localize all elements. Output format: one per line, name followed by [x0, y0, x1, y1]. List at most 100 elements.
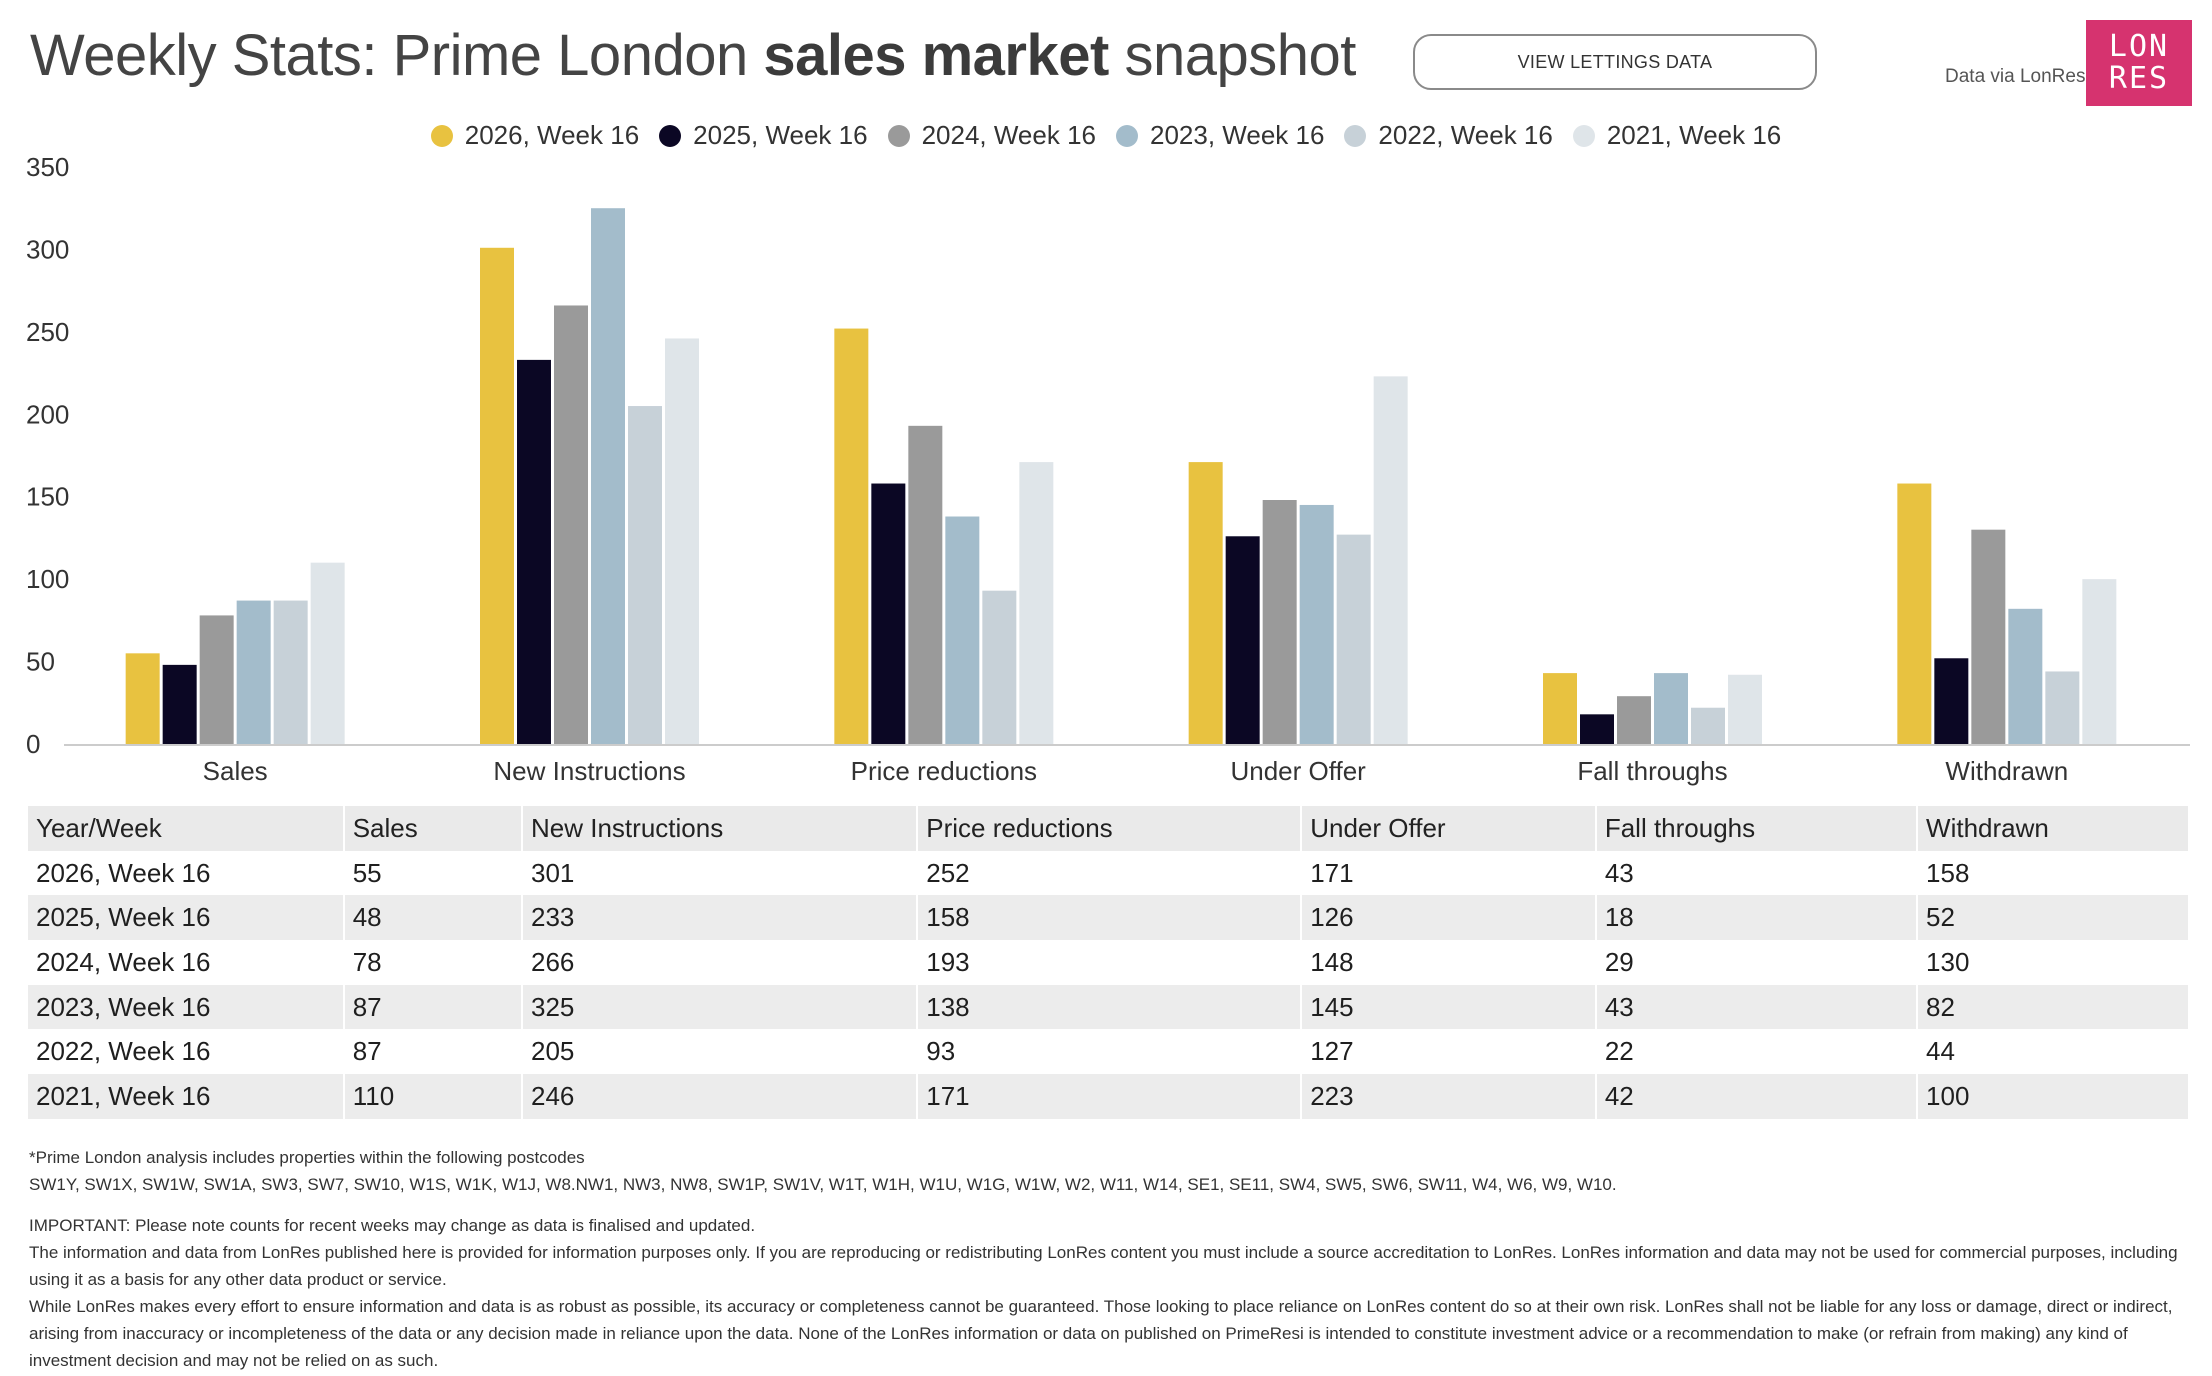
y-tick-label: 150: [26, 482, 69, 512]
page-title: Weekly Stats: Prime London sales market …: [30, 22, 1356, 89]
table-cell: 252: [918, 850, 1301, 896]
table-cell: 325: [523, 984, 917, 1030]
table-header-cell: New Instructions: [523, 806, 917, 851]
table-row: 2025, Week 16 48 233 158 126 18 52: [28, 895, 2188, 941]
bar[interactable]: [480, 247, 514, 744]
bar-chart: 0 50 100 150 200 250 300 350 Sales New Instructio…: [26, 152, 2190, 786]
bar[interactable]: [1617, 696, 1651, 744]
bar[interactable]: [162, 664, 197, 744]
table-cell: 100: [1918, 1074, 2188, 1119]
table-cell: 2021, Week 16: [28, 1074, 343, 1119]
bar[interactable]: [1188, 462, 1223, 744]
bar[interactable]: [871, 483, 906, 744]
legend-item[interactable]: 2026, Week 16: [430, 120, 640, 151]
bar[interactable]: [665, 338, 699, 744]
table-row: 2022, Week 16 87 205 93 127 22 44: [28, 1029, 2188, 1075]
legend-item[interactable]: 2024, Week 16: [887, 120, 1096, 151]
bar[interactable]: [834, 328, 869, 744]
table-header-cell: Price reductions: [918, 806, 1301, 851]
bar[interactable]: [1373, 376, 1408, 744]
table-row: 2023, Week 16 87 325 138 145 43 82: [28, 984, 2188, 1030]
table-row: 2026, Week 16 55 301 252 171 43 158: [28, 850, 2188, 896]
table-cell: 78: [344, 940, 522, 985]
bar[interactable]: [1971, 529, 2006, 744]
lonres-logo[interactable]: LON RES: [2086, 20, 2192, 106]
table-cell: 2022, Week 16: [28, 1029, 343, 1075]
stats-table: Year/Week Sales New Instructions Price redu…: [26, 806, 2190, 1119]
bar[interactable]: [2008, 608, 2043, 744]
bar[interactable]: [1580, 714, 1614, 744]
bar[interactable]: [1225, 536, 1260, 744]
table-cell: 87: [344, 1029, 522, 1075]
table-cell: 193: [918, 940, 1301, 985]
bar[interactable]: [554, 305, 588, 744]
bar[interactable]: [236, 600, 271, 744]
bar[interactable]: [1728, 674, 1762, 744]
table-cell: 110: [344, 1074, 522, 1119]
legend-item[interactable]: 2021, Week 16: [1572, 120, 1782, 151]
bar[interactable]: [1691, 707, 1725, 744]
table-cell: 127: [1302, 1029, 1595, 1075]
bar[interactable]: [1299, 504, 1334, 744]
y-tick-label: 100: [26, 564, 69, 594]
bar[interactable]: [1543, 673, 1577, 744]
bar[interactable]: [945, 516, 980, 744]
legend-label: 2024, Week 16: [921, 120, 1096, 150]
legend-label: 2021, Week 16: [1606, 120, 1782, 150]
table-cell: 44: [1918, 1029, 2188, 1075]
bar[interactable]: [517, 359, 551, 744]
logo-line-2: RES: [2108, 61, 2170, 96]
bar[interactable]: [125, 653, 160, 744]
table-header-cell: Withdrawn: [1918, 806, 2188, 851]
bar[interactable]: [1019, 462, 1054, 744]
legend-swatch: [887, 124, 910, 147]
bar[interactable]: [199, 615, 234, 744]
table-cell: 82: [1918, 984, 2188, 1030]
bar[interactable]: [908, 425, 943, 744]
table-cell: 22: [1596, 1029, 1917, 1075]
legend-item[interactable]: 2022, Week 16: [1344, 120, 1553, 151]
bar[interactable]: [1897, 483, 1932, 744]
legend-item[interactable]: 2023, Week 16: [1116, 120, 1324, 151]
table-cell: 223: [1302, 1074, 1595, 1119]
table-cell: 205: [523, 1029, 917, 1075]
x-tick-label: Sales: [203, 756, 268, 786]
legend-label: 2026, Week 16: [464, 120, 640, 150]
table-cell: 145: [1302, 984, 1595, 1030]
bar[interactable]: [1336, 534, 1371, 744]
bar[interactable]: [1934, 658, 1969, 744]
table-cell: 52: [1918, 895, 2188, 941]
title-suffix: snapshot: [1108, 23, 1356, 88]
table-cell: 2025, Week 16: [28, 895, 343, 941]
y-tick-label: 50: [26, 647, 55, 677]
table-cell: 138: [918, 984, 1301, 1030]
legend-swatch: [430, 124, 453, 147]
x-tick-label: Under Offer: [1230, 756, 1366, 786]
important-notice: IMPORTANT: Please note counts for recent…: [29, 1216, 756, 1235]
bar[interactable]: [2045, 671, 2080, 744]
bar[interactable]: [2082, 579, 2117, 744]
bar[interactable]: [982, 590, 1017, 744]
bar[interactable]: [310, 562, 345, 744]
disclaimer-notice: While LonRes makes every effort to ensur…: [29, 1297, 2173, 1370]
bar[interactable]: [628, 406, 662, 744]
information-notice: The information and data from LonRes pub…: [29, 1243, 2178, 1289]
legend-label: 2025, Week 16: [693, 120, 868, 150]
table-cell: 48: [344, 895, 522, 941]
bar[interactable]: [1262, 500, 1297, 744]
x-tick-label: Withdrawn: [1945, 756, 2068, 786]
view-lettings-data-button[interactable]: VIEW LETTINGS DATA: [1413, 34, 1817, 90]
bar[interactable]: [591, 208, 625, 744]
legal-notice: IMPORTANT: Please note counts for recent…: [29, 1212, 2179, 1374]
bar[interactable]: [1654, 673, 1688, 744]
table-cell: 171: [918, 1074, 1301, 1119]
bar[interactable]: [273, 600, 308, 744]
legend-swatch: [1344, 124, 1367, 147]
legend-item[interactable]: 2025, Week 16: [659, 120, 868, 151]
table-cell: 18: [1596, 895, 1917, 941]
postcode-intro: *Prime London analysis includes properti…: [29, 1148, 585, 1167]
table-cell: 42: [1596, 1074, 1917, 1119]
y-tick-label: 250: [26, 317, 69, 347]
table-cell: 148: [1302, 940, 1595, 985]
table-cell: 158: [918, 895, 1301, 941]
